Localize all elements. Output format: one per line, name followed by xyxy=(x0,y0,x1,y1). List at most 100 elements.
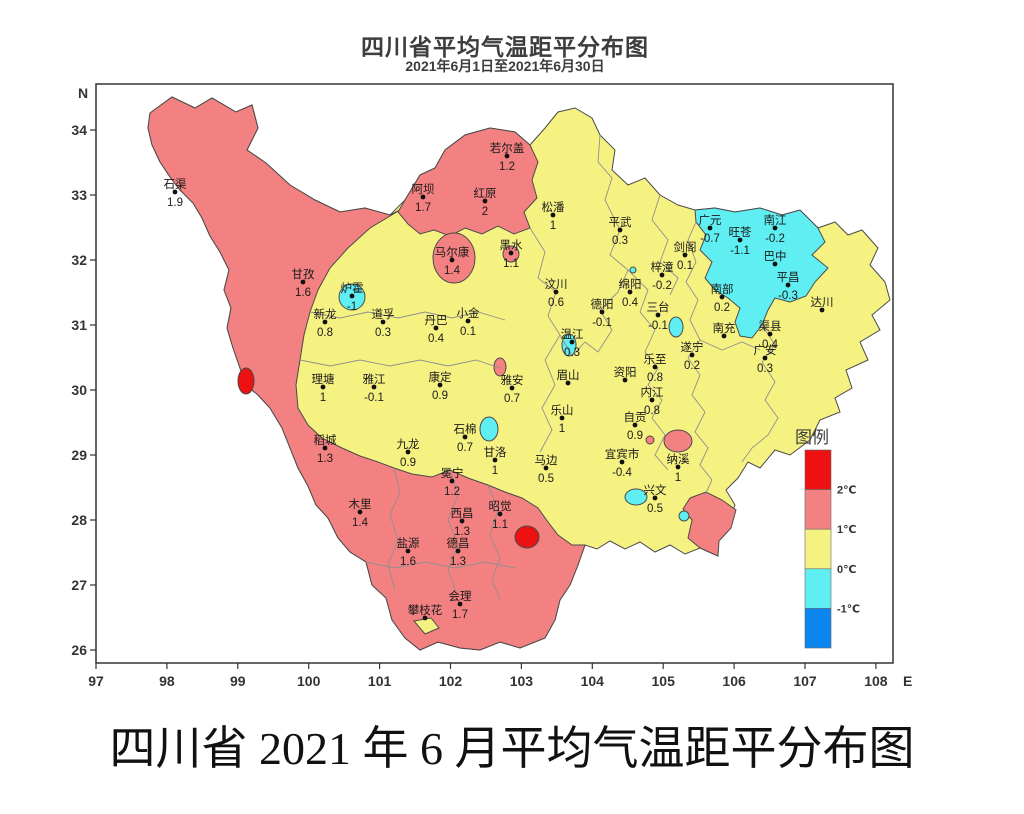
station-name: 甘洛 xyxy=(484,445,507,459)
station-value: 1.7 xyxy=(415,202,431,214)
station-dot xyxy=(405,548,411,554)
legend-label: 1℃ xyxy=(837,524,856,536)
station-dot xyxy=(559,415,565,421)
station-value: 1 xyxy=(492,465,498,477)
x-tick-label: 104 xyxy=(581,673,605,689)
page-subtitle: 2021年6月1日至2021年6月30日 xyxy=(405,58,605,74)
station-name: 兴文 xyxy=(644,483,667,497)
station: 九龙 0.9 xyxy=(397,438,420,469)
station: 温江 0.3 xyxy=(561,327,584,359)
station-dot xyxy=(719,294,725,300)
station-name: 德昌 xyxy=(447,536,470,550)
y-tick-label: 34 xyxy=(71,122,87,138)
station-value: 0.8 xyxy=(647,372,663,384)
station-dot xyxy=(462,434,468,440)
station: 平昌 -0.3 xyxy=(777,271,800,302)
station-value: 1.3 xyxy=(450,556,466,568)
station-value: 1 xyxy=(550,220,556,232)
station-value: 0.1 xyxy=(677,260,693,272)
station-name: 新龙 xyxy=(314,307,337,321)
x-tick-label: 99 xyxy=(230,673,246,689)
y-tick-label: 32 xyxy=(71,252,87,268)
station: 三台 -0.1 xyxy=(647,300,670,332)
station-name: 绵阳 xyxy=(619,277,642,291)
station-name: 会理 xyxy=(449,590,472,603)
station: 攀枝花 xyxy=(408,603,443,621)
station-name: 理塘 xyxy=(312,372,335,386)
station-value: 0.1 xyxy=(460,326,476,338)
station: 雅江 -0.1 xyxy=(363,372,386,404)
station-name: 炉霍 xyxy=(341,282,364,295)
station-name: 雅安 xyxy=(501,373,524,387)
station-dot xyxy=(465,318,471,324)
station-name: 石棉 xyxy=(454,422,477,436)
x-tick-label: 97 xyxy=(88,673,104,689)
station-value: 1.1 xyxy=(492,519,508,531)
station-value: 1.4 xyxy=(444,265,461,277)
station: 遂宁 0.2 xyxy=(681,340,704,372)
x-tick-label: 103 xyxy=(510,673,534,689)
station-value: -0.3 xyxy=(778,290,798,302)
region-cyan-xingwen xyxy=(624,488,648,506)
station-name: 红原 xyxy=(474,187,497,200)
station-value: 0.6 xyxy=(548,297,564,309)
x-tick-label: 106 xyxy=(722,673,746,689)
station: 渠县 0.4 xyxy=(759,320,782,351)
station-name: 乐山 xyxy=(551,404,574,417)
station: 德阳 -0.1 xyxy=(591,297,614,329)
y-tick-label: 30 xyxy=(71,382,87,398)
station: 稻城 1.3 xyxy=(314,434,337,465)
region-cyan-spot xyxy=(629,266,637,274)
station-dot xyxy=(737,237,743,243)
station-value: 1.2 xyxy=(444,486,460,498)
station-name: 稻城 xyxy=(314,434,337,447)
station-value: 0.4 xyxy=(762,339,779,351)
region-salmon-aba xyxy=(397,127,539,237)
station-value: 1.3 xyxy=(454,526,470,538)
station-dot xyxy=(772,261,778,267)
station: 甘洛 1 xyxy=(484,445,507,477)
station-dot xyxy=(322,445,328,451)
station-layer: 石渠 1.9 甘孜 1.6 炉霍 -1 新龙 0.8 道孚 0.3 丹巴 0.4 小金 0.1 理塘 1 雅江 -… xyxy=(164,141,834,621)
figure-caption: 四川省 2021 年 6 月平均气温距平分布图 xyxy=(109,723,915,774)
station: 昭觉 1.1 xyxy=(489,500,512,531)
station-value: 1.4 xyxy=(352,517,369,529)
axis-unit-n: N xyxy=(78,85,88,101)
station-dot xyxy=(565,380,571,386)
station-value: 0.8 xyxy=(317,327,333,339)
station-dot xyxy=(380,319,386,325)
station-dot xyxy=(449,257,455,263)
station-name: 宜宾市 xyxy=(605,447,640,461)
station-dot xyxy=(492,457,498,463)
y-tick-label: 26 xyxy=(71,642,87,658)
station: 道孚 0.3 xyxy=(372,307,395,339)
station: 汶川 0.6 xyxy=(545,277,568,309)
station-dot xyxy=(707,225,713,231)
station-name: 昭觉 xyxy=(489,500,512,513)
region-salmon-west xyxy=(147,96,586,651)
station-value: 1 xyxy=(559,423,565,435)
legend-swatch xyxy=(804,489,832,530)
station-dot xyxy=(543,465,549,471)
station-dot xyxy=(371,384,377,390)
station-name: 黑水 xyxy=(500,239,523,252)
station: 梓潼 -0.2 xyxy=(651,260,674,292)
station-name: 甘孜 xyxy=(292,267,315,281)
station-value: -0.1 xyxy=(648,320,668,332)
station-dot xyxy=(652,495,658,501)
station: 理塘 1 xyxy=(312,372,335,404)
region-cyan-shimian xyxy=(479,416,499,442)
region-salmon-spot xyxy=(645,435,655,445)
station-name: 康定 xyxy=(429,370,452,384)
station: 宜宾市 -0.4 xyxy=(605,447,640,479)
station-name: 九龙 xyxy=(397,438,420,451)
region-red-west-edge xyxy=(237,367,255,395)
x-tick-label: 98 xyxy=(159,673,175,689)
station: 绵阳 0.4 xyxy=(619,277,642,309)
station: 丹巴 0.4 xyxy=(425,315,448,345)
station: 平武 0.3 xyxy=(609,216,632,247)
station-dot xyxy=(455,548,461,554)
station-dot xyxy=(300,279,306,285)
station-dot xyxy=(509,385,515,391)
station: 马边 0.5 xyxy=(535,454,558,485)
